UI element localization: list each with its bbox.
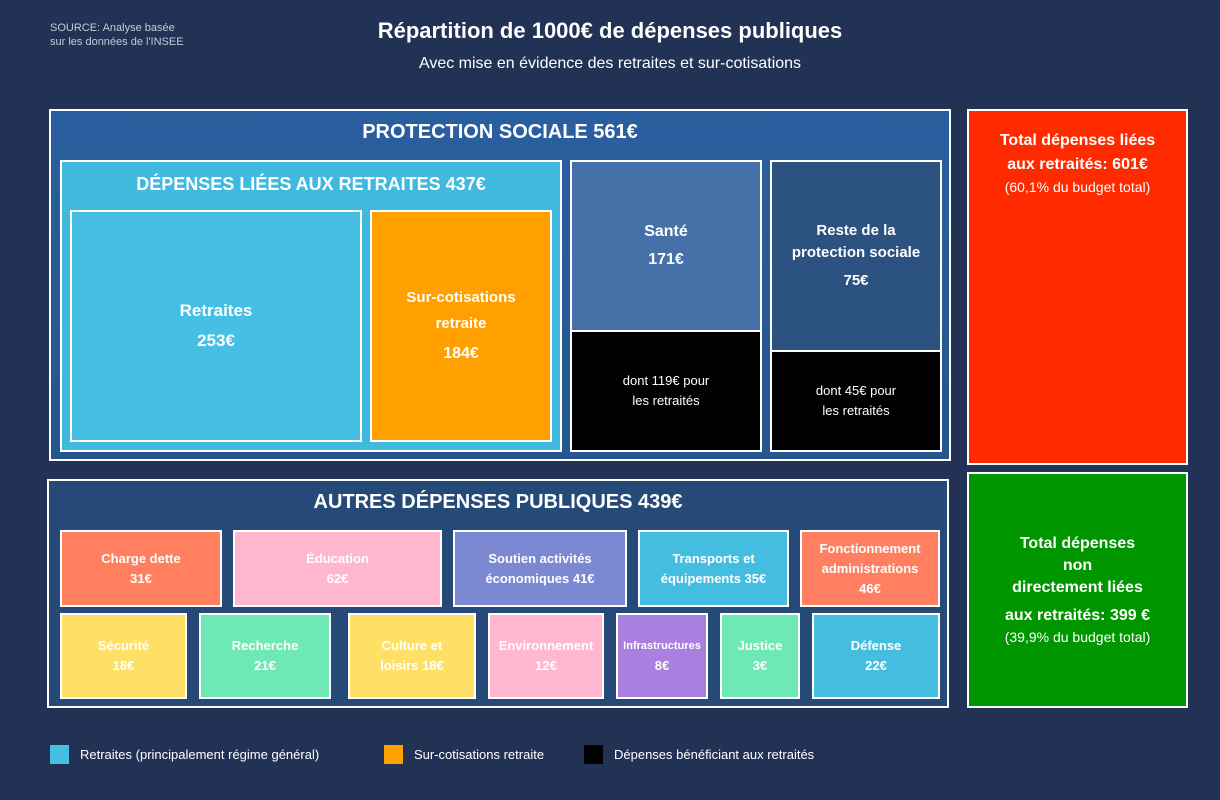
tile-text: 8€	[654, 658, 670, 673]
total-percent: (60,1% du budget total)	[1004, 179, 1151, 195]
tile-text: Transports et	[672, 550, 755, 566]
note-line: dont 45€ pour	[815, 383, 897, 398]
tile-value: 171€	[648, 251, 684, 268]
source-note: SOURCE: Analyse basée sur les données de …	[50, 21, 184, 49]
autres-tile: Environnement 12€	[488, 613, 604, 699]
legend-label: Sur-cotisations retraite	[414, 747, 545, 762]
total-percent: (39,9% du budget total)	[1004, 629, 1151, 645]
legend-swatch	[50, 745, 69, 764]
autres-depenses-title: AUTRES DÉPENSES PUBLIQUES 439€	[313, 491, 683, 513]
autres-tile: Éducation 62€	[233, 530, 442, 607]
tile-label: Retraites	[179, 301, 253, 320]
sante-tile: Santé 171€	[570, 160, 762, 332]
autres-tile: Culture et loisirs 18€	[348, 613, 476, 699]
tile-text: 3€	[752, 658, 768, 673]
tile-text: administrations	[821, 560, 919, 576]
tile-text: 21€	[254, 658, 276, 673]
tile-text: 12€	[535, 658, 557, 673]
tile-text: 62€	[326, 570, 349, 586]
reste-retraites-share: dont 45€ pour les retraités	[770, 350, 942, 452]
tile-label: retraite	[435, 315, 487, 332]
legend-item: Dépenses bénéficiant aux retraités	[584, 745, 814, 764]
tile-value: 253€	[197, 331, 235, 350]
autres-tile: Infrastructures 8€	[616, 613, 708, 699]
total-line: Total dépenses	[1019, 535, 1136, 552]
protection-sociale-title: PROTECTION SOCIALE 561€	[362, 121, 638, 143]
autres-tile: Soutien activités économiques 41€	[453, 530, 627, 607]
page-title: Répartition de 1000€ de dépenses publiqu…	[377, 18, 843, 43]
tile-label: Sur-cotisations	[406, 289, 516, 306]
tile-text: 31€	[130, 570, 152, 586]
tile-label: Reste de la	[816, 222, 896, 239]
tile-text: Culture et	[381, 638, 443, 653]
autres-tile: Défense 22€	[812, 613, 940, 699]
tile-text: 46€	[859, 580, 881, 596]
tile-text: Éducation	[306, 550, 369, 566]
tile-value: 75€	[843, 272, 869, 289]
tile-text: Charge dette	[101, 550, 181, 566]
reste-protection-sociale-tile: Reste de la protection sociale 75€	[770, 160, 942, 352]
autres-tile: Justice 3€	[720, 613, 800, 699]
legend-swatch	[384, 745, 403, 764]
tile-text: Infrastructures	[623, 640, 701, 652]
total-line: non	[1062, 557, 1093, 574]
legend-label: Dépenses bénéficiant aux retraités	[614, 747, 815, 762]
tile-text: économiques 41€	[485, 570, 595, 586]
retraites-group-title: DÉPENSES LIÉES AUX RETRAITES 437€	[136, 174, 486, 194]
total-retraites-box: Total dépenses liées aux retraités: 601€…	[967, 109, 1188, 465]
source-line: SOURCE: Analyse basée	[50, 22, 175, 34]
protection-sociale-group: PROTECTION SOCIALE 561€ DÉPENSES LIÉES A…	[49, 109, 951, 461]
note-line: les retraités	[632, 393, 700, 408]
autres-tile: Transports et équipements 35€	[638, 530, 789, 607]
tile-text: 22€	[865, 658, 887, 673]
legend-item: Sur-cotisations retraite	[384, 745, 544, 764]
total-line: aux retraités: 399 €	[1005, 607, 1150, 624]
total-autres-box: Total dépenses non directement liées aux…	[967, 472, 1188, 708]
note-line: les retraités	[822, 403, 890, 418]
tile-text: Soutien activités	[488, 550, 592, 566]
tile-text: 18€	[112, 658, 135, 673]
tile-text: Recherche	[231, 638, 299, 653]
tile-text: Défense	[850, 638, 902, 653]
tile-label: protection sociale	[791, 244, 921, 261]
note-line: dont 119€ pour	[622, 373, 710, 388]
retraites-tile: Retraites 253€	[70, 210, 362, 442]
total-line: Total dépenses liées	[999, 132, 1156, 149]
tile-label: Santé	[644, 223, 688, 240]
autres-tile: Sécurité 18€	[60, 613, 187, 699]
tile-text: Environnement	[498, 638, 594, 653]
surcotisations-tile: Sur-cotisations retraite 184€	[370, 210, 552, 442]
autres-tile: Fonctionnement administrations 46€	[800, 530, 940, 607]
legend-swatch	[584, 745, 603, 764]
sante-retraites-share: dont 119€ pour les retraités	[570, 330, 762, 452]
tile-text: Justice	[737, 638, 783, 653]
source-line: sur les données de l'INSEE	[50, 36, 184, 48]
legend-label: Retraites (principalement régime général…	[80, 747, 320, 762]
tile-value: 184€	[443, 345, 479, 362]
autres-tile: Recherche 21€	[199, 613, 331, 699]
total-line: aux retraités: 601€	[1007, 156, 1148, 173]
retraites-group: DÉPENSES LIÉES AUX RETRAITES 437€ Retrai…	[60, 160, 562, 452]
tile-text: équipements 35€	[660, 570, 767, 586]
total-line: directement liées	[1012, 579, 1143, 596]
autres-depenses-group: AUTRES DÉPENSES PUBLIQUES 439€ Charge de…	[47, 479, 949, 708]
tile-text: loisirs 18€	[380, 658, 444, 673]
tile-text: Fonctionnement	[819, 540, 921, 556]
page-subtitle: Avec mise en évidence des retraites et s…	[418, 55, 802, 72]
tile-text: Sécurité	[97, 638, 150, 653]
autres-tile: Charge dette 31€	[60, 530, 222, 607]
legend-item: Retraites (principalement régime général…	[50, 745, 319, 764]
